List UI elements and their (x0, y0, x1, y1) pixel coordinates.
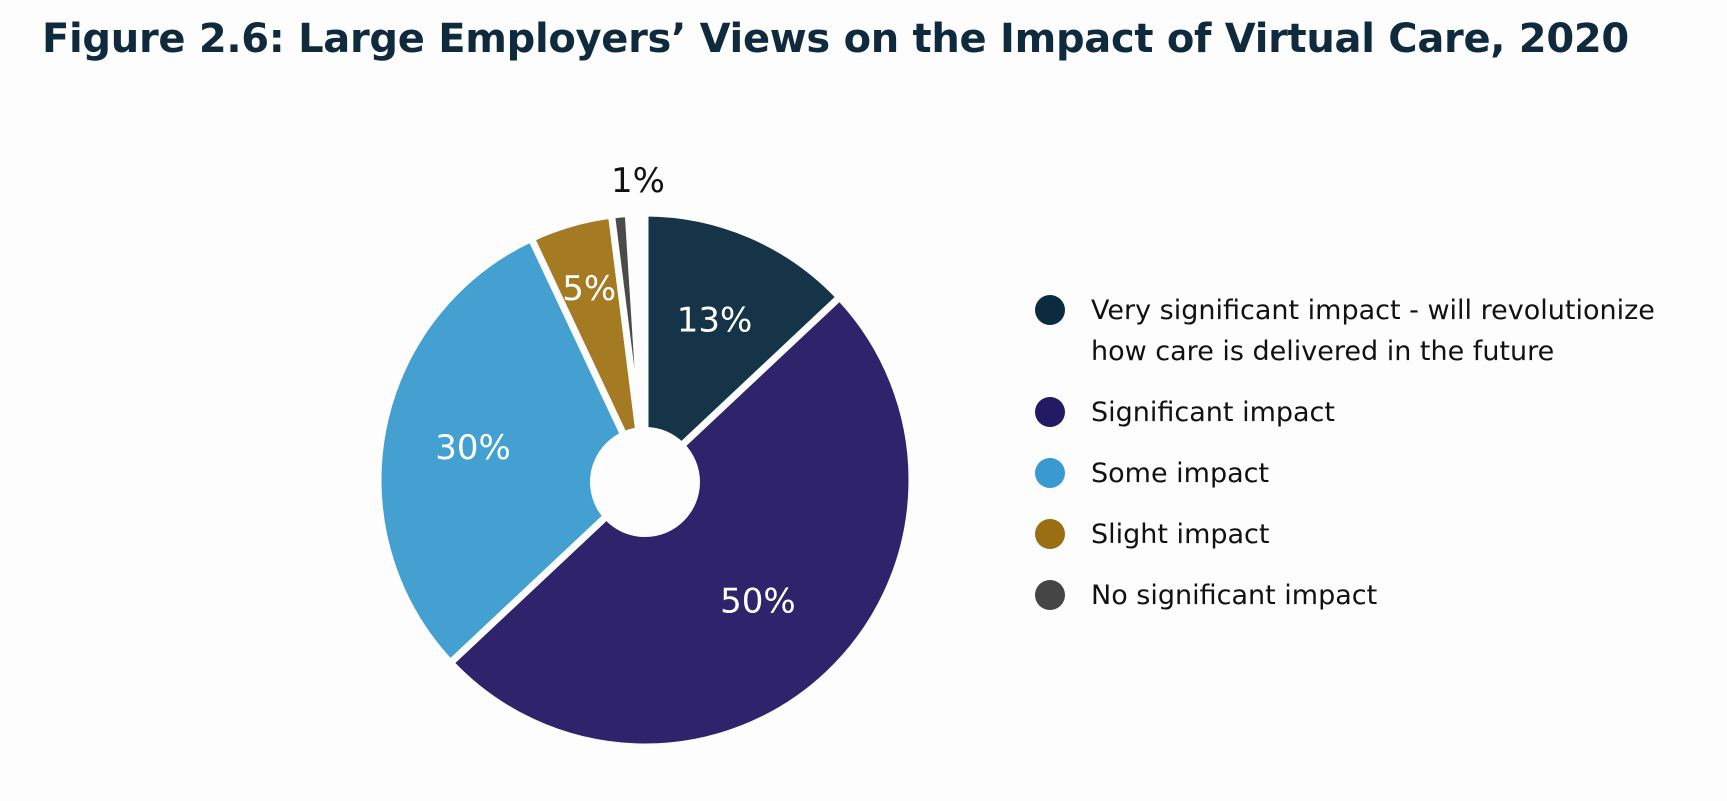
slice-label-slight: 5% (562, 269, 616, 309)
legend-swatch-icon (1035, 397, 1065, 427)
legend-label: Slight impact (1091, 519, 1270, 550)
legend-item-very-significant: Very significant impact - will revolutio… (1033, 290, 1723, 372)
legend: Very significant impact - will revolutio… (1033, 290, 1723, 636)
legend-label: No significant impact (1091, 580, 1378, 611)
chart-title: Figure 2.6: Large Employers’ Views on th… (42, 16, 1629, 62)
legend-swatch-icon (1035, 295, 1065, 325)
pie-slice-no-significant (608, 210, 649, 484)
legend-item-significant: Significant impact (1033, 392, 1723, 433)
pie-slice-very-significant (641, 209, 844, 484)
slice-label-some: 30% (435, 428, 511, 468)
legend-label: Very significant impact - will revolutio… (1091, 295, 1655, 326)
legend-swatch-icon (1035, 458, 1065, 488)
legend-item-slight: Slight impact (1033, 514, 1723, 555)
legend-label: Significant impact (1091, 397, 1335, 428)
legend-item-none: No significant impact (1033, 575, 1723, 616)
slice-label-no-significant: 1% (611, 161, 665, 201)
legend-swatch-icon (1035, 580, 1065, 610)
legend-label-line2: how care is delivered in the future (1091, 336, 1555, 367)
slice-label-significant: 50% (720, 581, 796, 621)
legend-label: Some impact (1091, 458, 1270, 489)
donut-hole (590, 427, 700, 537)
legend-swatch-icon (1035, 519, 1065, 549)
legend-item-some: Some impact (1033, 453, 1723, 494)
slice-label-very-significant: 13% (677, 300, 753, 340)
